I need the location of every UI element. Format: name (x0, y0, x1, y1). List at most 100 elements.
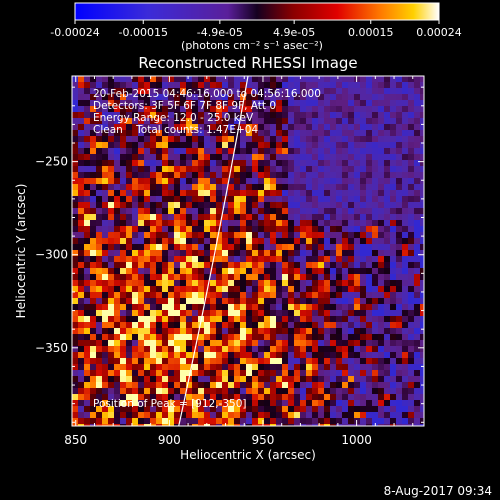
heatmap-cell (384, 190, 391, 197)
heatmap-cell (198, 352, 205, 359)
heatmap-cell (192, 424, 199, 426)
heatmap-cell (162, 394, 169, 401)
heatmap-cell (372, 172, 379, 179)
heatmap-cell (258, 112, 265, 119)
heatmap-cell (114, 364, 121, 371)
heatmap-cell (348, 352, 355, 359)
heatmap-cell (366, 334, 373, 341)
heatmap-cell (402, 136, 409, 143)
heatmap-cell (354, 118, 361, 125)
heatmap-cell (348, 238, 355, 245)
heatmap-cell (276, 298, 283, 305)
heatmap-cell (336, 424, 343, 426)
heatmap-cell (228, 88, 235, 95)
heatmap-cell (288, 112, 295, 119)
heatmap-cell (228, 238, 235, 245)
heatmap-cell (276, 196, 283, 203)
heatmap-cell (210, 346, 217, 353)
heatmap-cell (96, 208, 103, 215)
heatmap-cell (360, 400, 367, 407)
heatmap-cell (156, 418, 163, 425)
heatmap-cell (318, 256, 325, 263)
x-tick-label: 850 (64, 433, 87, 447)
heatmap-cell (396, 400, 403, 407)
heatmap-cell (390, 112, 397, 119)
heatmap-cell (360, 328, 367, 335)
heatmap-cell (102, 160, 109, 167)
heatmap-cell (372, 184, 379, 191)
heatmap-cell (180, 196, 187, 203)
heatmap-cell (366, 142, 373, 149)
heatmap-cell (108, 124, 115, 131)
heatmap-cell (318, 178, 325, 185)
heatmap-cell (132, 418, 139, 425)
heatmap-cell (270, 274, 277, 281)
heatmap-cell (372, 394, 379, 401)
heatmap-cell (258, 100, 265, 107)
heatmap-cell (324, 124, 331, 131)
heatmap-cell (372, 88, 379, 95)
heatmap-cell (384, 184, 391, 191)
heatmap-cell (114, 232, 121, 239)
heatmap-cell (84, 100, 91, 107)
heatmap-cell (330, 238, 337, 245)
heatmap-cell (264, 76, 271, 83)
heatmap-cell (138, 178, 145, 185)
heatmap-cell (90, 394, 97, 401)
heatmap-cell (258, 208, 265, 215)
heatmap-cell (72, 250, 79, 257)
heatmap-cell (126, 418, 133, 425)
heatmap-cell (132, 82, 139, 89)
heatmap-cell (84, 256, 91, 263)
heatmap-cell (378, 298, 385, 305)
heatmap-cell (354, 226, 361, 233)
heatmap-cell (72, 178, 79, 185)
heatmap-cell (282, 274, 289, 281)
heatmap-cell (228, 304, 235, 311)
heatmap-cell (294, 238, 301, 245)
heatmap-cell (300, 232, 307, 239)
heatmap-cell (336, 166, 343, 173)
heatmap-cell (234, 400, 241, 407)
heatmap-cell (378, 418, 385, 425)
heatmap-cell (252, 100, 259, 107)
heatmap-cell (408, 184, 415, 191)
heatmap-cell (156, 310, 163, 317)
heatmap-cell (276, 382, 283, 389)
heatmap-cell (180, 106, 187, 113)
heatmap-cell (372, 286, 379, 293)
heatmap-cell (168, 148, 175, 155)
heatmap-cell (150, 310, 157, 317)
heatmap-cell (402, 190, 409, 197)
heatmap-cell (318, 190, 325, 197)
heatmap-cell (102, 322, 109, 329)
heatmap-cell (318, 274, 325, 281)
heatmap-cell (318, 412, 325, 419)
heatmap-cell (276, 250, 283, 257)
heatmap-cell (324, 112, 331, 119)
heatmap-cell (126, 310, 133, 317)
heatmap-cell (306, 112, 313, 119)
heatmap-cell (288, 82, 295, 89)
heatmap-cell (78, 94, 85, 101)
heatmap-cell (258, 202, 265, 209)
heatmap-cell (414, 298, 421, 305)
heatmap-cell (330, 208, 337, 215)
heatmap-cell (138, 328, 145, 335)
heatmap-cell (288, 418, 295, 425)
heatmap-cell (204, 232, 211, 239)
heatmap-cell (150, 190, 157, 197)
heatmap-cell (228, 274, 235, 281)
heatmap-cell (138, 226, 145, 233)
heatmap-cell (180, 244, 187, 251)
heatmap-cell (372, 238, 379, 245)
heatmap-cell (366, 106, 373, 113)
heatmap-cell (84, 154, 91, 161)
heatmap-cell (216, 424, 223, 426)
heatmap-cell (282, 352, 289, 359)
heatmap-cell (396, 130, 403, 137)
heatmap-cell (294, 112, 301, 119)
heatmap-cell (360, 424, 367, 426)
heatmap-cell (174, 274, 181, 281)
heatmap-cell (186, 406, 193, 413)
